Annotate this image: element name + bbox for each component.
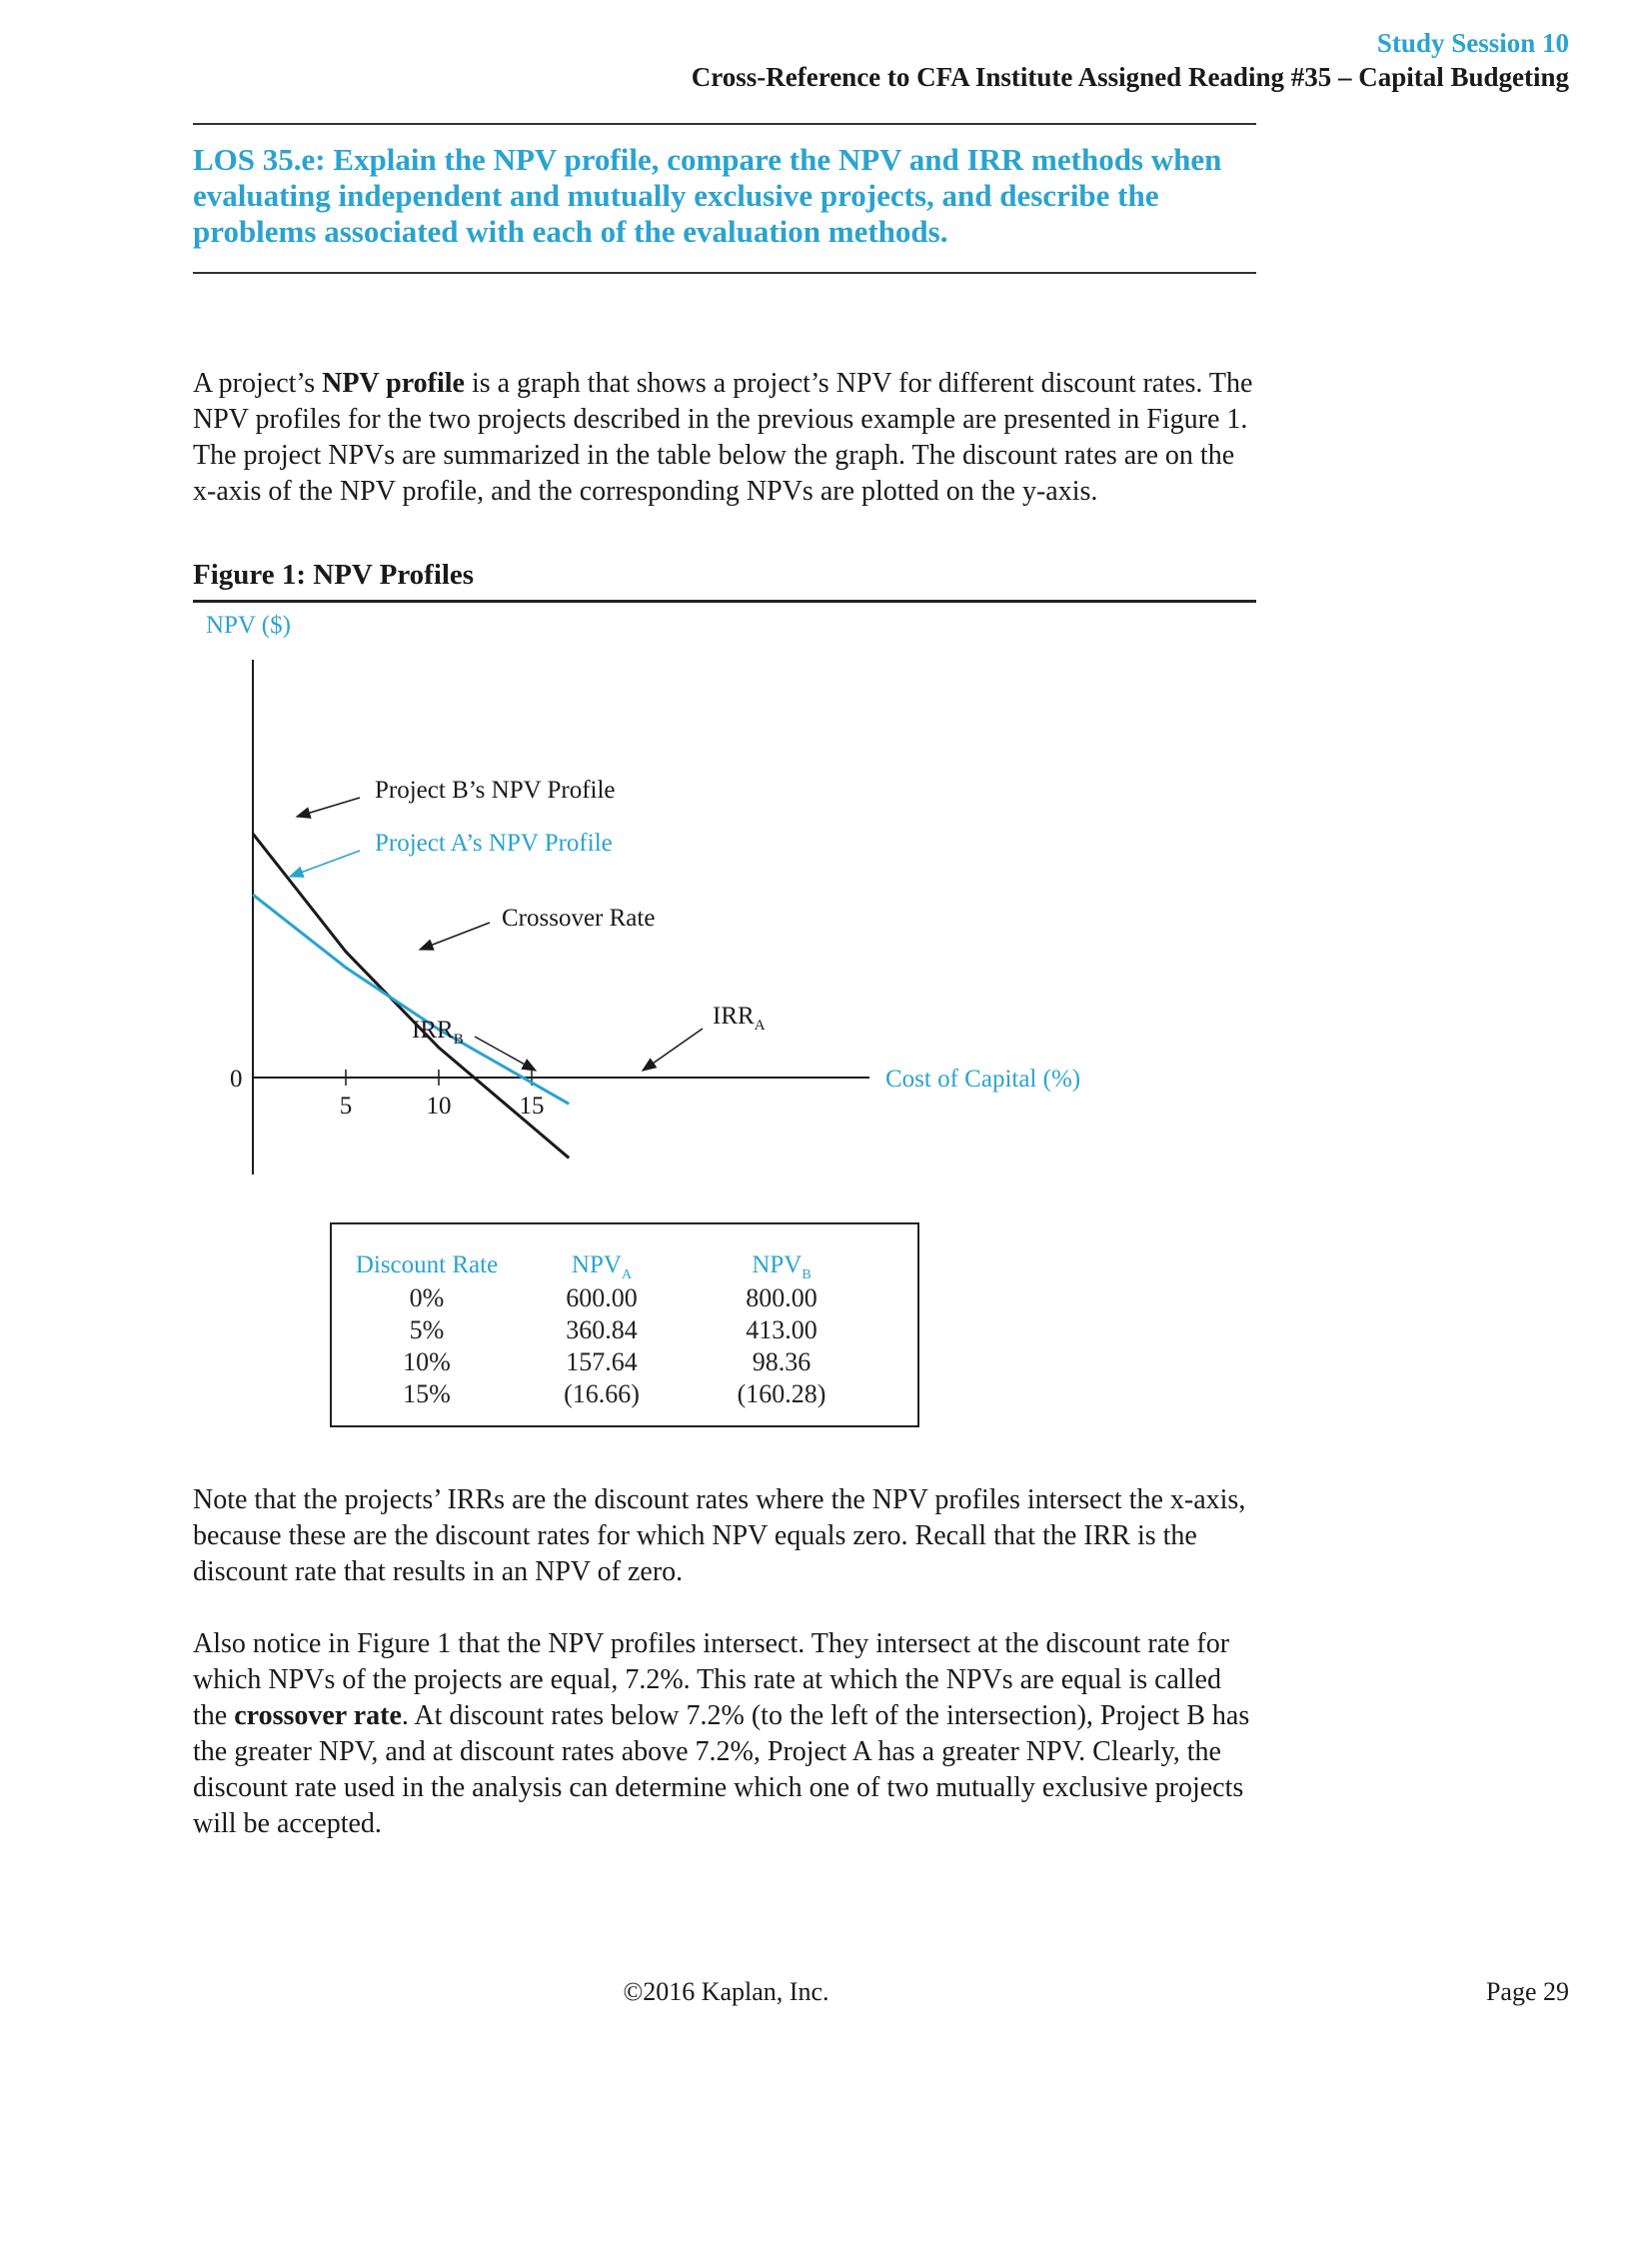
npv-b-header-sub: B bbox=[802, 1267, 812, 1282]
table-cell: 15% bbox=[403, 1379, 451, 1408]
project-a-npv-line bbox=[252, 893, 570, 1106]
origin-label: 0 bbox=[230, 1066, 243, 1093]
table-header-npv-a: NPVA bbox=[532, 1248, 672, 1282]
irr-a-subscript: A bbox=[755, 1018, 766, 1034]
footer-copyright: ©2016 Kaplan, Inc. bbox=[623, 1977, 829, 2006]
x-ticks-group: 5 10 15 bbox=[340, 1070, 545, 1120]
table-header-npv-b: NPVB bbox=[712, 1248, 851, 1282]
table-cell: 5% bbox=[409, 1315, 445, 1344]
table-cell: 157.64 bbox=[566, 1347, 638, 1376]
crossover-rate-label: Crossover Rate bbox=[502, 905, 655, 932]
annotations-group: Project B’s NPV Profile Project A’s NPV … bbox=[288, 777, 766, 1072]
x-tick-label-15: 15 bbox=[520, 1093, 545, 1120]
table-col-rate: Discount Rate 0% 5% 10% 15% bbox=[352, 1248, 502, 1410]
table-header-rate: Discount Rate bbox=[355, 1251, 499, 1278]
npv-profile-chart: NPV ($) 0 Cost of Capital (%) 5 10 15 Proj… bbox=[150, 605, 1149, 1194]
project-b-npv-line bbox=[251, 833, 571, 1159]
x-axis-label: Cost of Capital (%) bbox=[885, 1066, 1080, 1093]
table-cell: (160.28) bbox=[737, 1379, 826, 1408]
table-cell: 98.36 bbox=[752, 1347, 812, 1376]
npv-profile-svg: NPV ($) 0 Cost of Capital (%) 5 10 15 Proj… bbox=[206, 612, 1080, 1174]
irr-b-text: IRR bbox=[412, 1017, 454, 1044]
table-cell: 800.00 bbox=[746, 1283, 818, 1312]
legend-project-a: Project A’s NPV Profile bbox=[375, 830, 613, 857]
intro-paragraph: A project’s NPV profile is a graph that … bbox=[193, 366, 1256, 510]
figure-title: Figure 1: NPV Profiles bbox=[193, 559, 475, 591]
npv-b-header-text: NPV bbox=[752, 1251, 803, 1278]
npv-table: Discount Rate 0% 5% 10% 15% NPVA 600.00 … bbox=[330, 1222, 919, 1427]
x-tick-label-5: 5 bbox=[340, 1093, 353, 1120]
crossover-text-2: . At discount rates below 7.2% (to the l… bbox=[193, 1700, 1250, 1839]
table-cell: 10% bbox=[403, 1347, 451, 1376]
crossover-text-1: Also notice in Figure 1 that the NPV pro… bbox=[193, 1628, 1230, 1731]
intro-term-npv-profile: NPV profile bbox=[322, 368, 465, 399]
irr-a-arrow bbox=[641, 1028, 704, 1072]
footer-page-number: Page 29 bbox=[1485, 1977, 1569, 2006]
figure-rule bbox=[193, 600, 1256, 603]
legend-arrow-project-a bbox=[288, 850, 361, 878]
study-session-label: Study Session 10 bbox=[1376, 28, 1569, 58]
table-col-npv-a: NPVA 600.00 360.84 157.64 (16.66) bbox=[532, 1248, 672, 1410]
irr-b-subscript: B bbox=[454, 1032, 464, 1048]
irr-a-text: IRR bbox=[713, 1003, 755, 1030]
irr-a-label: IRRA bbox=[713, 1003, 766, 1034]
y-axis-label: NPV ($) bbox=[206, 612, 291, 639]
table-cell: 0% bbox=[409, 1283, 445, 1312]
cross-reference-label: Cross-Reference to CFA Institute Assigne… bbox=[691, 62, 1569, 92]
crossover-arrow bbox=[418, 922, 491, 951]
table-cell: 413.00 bbox=[746, 1315, 818, 1344]
x-tick-label-10: 10 bbox=[427, 1093, 452, 1120]
table-cell: (16.66) bbox=[564, 1379, 640, 1408]
crossover-paragraph: Also notice in Figure 1 that the NPV pro… bbox=[193, 1626, 1256, 1842]
crossover-term: crossover rate bbox=[234, 1700, 402, 1731]
irr-b-label: IRRB bbox=[412, 1017, 464, 1048]
table-cell: 360.84 bbox=[566, 1315, 638, 1344]
npv-a-header-text: NPV bbox=[571, 1251, 622, 1278]
intro-text-1: A project’s bbox=[193, 368, 323, 399]
los-bottom-rule bbox=[193, 272, 1256, 274]
npv-a-header-sub: A bbox=[621, 1267, 633, 1282]
irr-b-arrow bbox=[474, 1036, 538, 1072]
table-cell: 600.00 bbox=[566, 1283, 638, 1312]
legend-project-b: Project B’s NPV Profile bbox=[375, 777, 616, 804]
series-group bbox=[251, 833, 571, 1159]
los-statement: LOS 35.e: Explain the NPV profile, compa… bbox=[193, 142, 1222, 249]
intro-text-2: is a graph that shows a project’s NPV fo… bbox=[193, 368, 1253, 507]
table-col-npv-b: NPVB 800.00 413.00 98.36 (160.28) bbox=[712, 1248, 851, 1410]
los-top-rule bbox=[193, 123, 1256, 125]
irr-note-paragraph: Note that the projects’ IRRs are the dis… bbox=[193, 1484, 1246, 1587]
legend-arrow-project-b bbox=[295, 797, 361, 819]
